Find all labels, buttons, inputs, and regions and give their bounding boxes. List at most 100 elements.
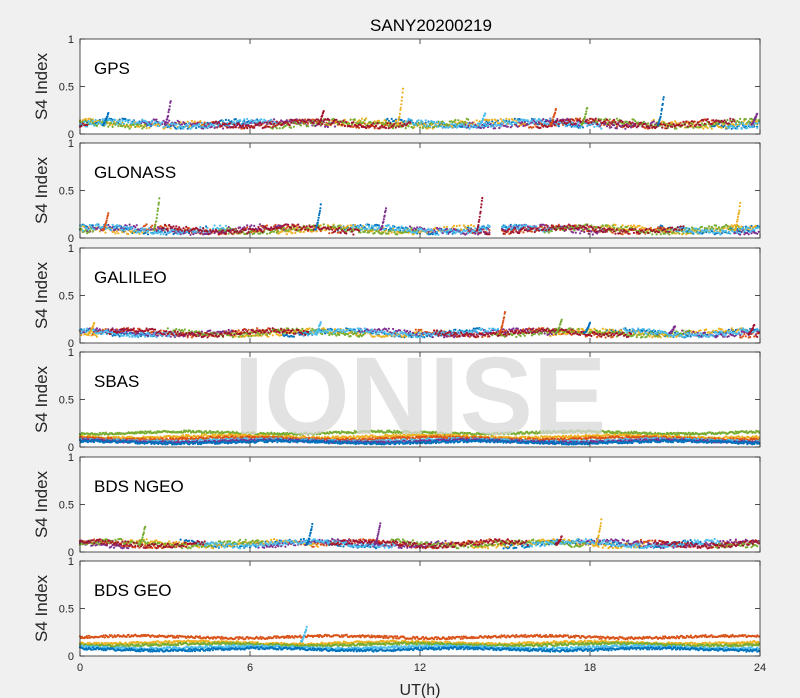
data-point — [736, 231, 739, 234]
data-point — [295, 228, 298, 231]
data-point — [515, 121, 518, 125]
data-point — [682, 120, 685, 123]
data-point — [662, 121, 665, 124]
data-point — [200, 229, 203, 233]
data-point — [445, 232, 448, 235]
plot-area — [80, 248, 760, 343]
data-point — [387, 119, 390, 122]
data-point — [166, 118, 169, 121]
data-point — [107, 212, 110, 215]
data-point — [613, 118, 616, 121]
data-point — [302, 230, 305, 234]
data-point — [325, 123, 328, 126]
data-point — [724, 229, 728, 232]
data-point — [424, 126, 427, 129]
data-point — [86, 124, 89, 127]
data-point — [549, 226, 552, 229]
data-point — [117, 228, 120, 231]
data-point — [596, 122, 599, 126]
data-point — [525, 223, 528, 227]
data-point — [441, 228, 444, 231]
data-point — [339, 231, 342, 234]
data-point — [278, 121, 281, 124]
data-point — [358, 121, 361, 124]
data-point — [372, 122, 375, 125]
data-point — [190, 126, 193, 129]
data-point — [573, 229, 576, 232]
data-point — [311, 225, 314, 228]
data-point — [295, 120, 298, 123]
data-point — [481, 125, 484, 128]
data-point — [401, 125, 405, 128]
data-point — [216, 126, 219, 129]
data-point — [707, 225, 711, 228]
data-point — [95, 122, 99, 126]
data-point — [601, 230, 604, 234]
data-point — [338, 224, 341, 227]
data-point — [199, 226, 202, 229]
data-point — [132, 120, 135, 123]
data-point — [261, 120, 264, 123]
data-point — [605, 224, 609, 227]
data-point — [509, 126, 512, 129]
data-point — [587, 232, 590, 235]
data-point — [411, 126, 414, 130]
data-point — [498, 122, 501, 125]
data-point — [338, 123, 341, 126]
data-point — [608, 118, 611, 121]
data-point — [341, 123, 344, 126]
plot-area — [80, 39, 760, 134]
data-point — [756, 126, 759, 129]
data-point — [515, 124, 518, 127]
data-point — [363, 119, 366, 122]
data-point — [317, 216, 320, 219]
data-point — [352, 224, 355, 227]
data-point — [530, 230, 534, 233]
data-point — [611, 121, 614, 124]
data-point — [624, 127, 627, 130]
y-axis-label: S4 Index — [32, 156, 51, 224]
data-point — [375, 124, 378, 127]
data-point — [254, 119, 257, 122]
data-point — [180, 123, 184, 126]
data-point — [316, 221, 319, 224]
data-point — [115, 230, 118, 233]
data-point — [455, 225, 458, 228]
data-point — [671, 121, 674, 124]
data-point — [564, 125, 568, 128]
data-point — [543, 226, 546, 229]
data-point — [241, 124, 244, 127]
data-point — [657, 121, 661, 125]
data-point — [535, 122, 538, 125]
data-point — [339, 120, 342, 123]
data-point — [631, 121, 634, 124]
data-point — [102, 227, 106, 231]
data-point — [699, 126, 702, 129]
data-point — [736, 215, 740, 218]
data-point — [573, 225, 576, 228]
data-point — [253, 232, 256, 235]
data-point — [142, 229, 145, 232]
data-point — [710, 122, 713, 125]
data-point — [696, 231, 699, 234]
plot-area — [80, 143, 760, 238]
data-point — [570, 125, 573, 128]
data-point — [261, 230, 264, 233]
data-point — [297, 121, 300, 124]
data-point — [508, 227, 511, 231]
data-point — [499, 124, 502, 128]
data-point — [424, 230, 427, 234]
data-point — [570, 227, 573, 230]
data-point — [661, 126, 664, 129]
data-point — [438, 121, 441, 124]
data-point — [570, 123, 573, 126]
data-point — [386, 232, 389, 235]
data-point — [678, 228, 681, 231]
data-point — [250, 224, 253, 227]
data-point — [475, 119, 478, 122]
data-point — [484, 123, 487, 126]
data-point — [532, 227, 535, 230]
data-point — [505, 117, 508, 120]
data-point — [217, 121, 220, 124]
